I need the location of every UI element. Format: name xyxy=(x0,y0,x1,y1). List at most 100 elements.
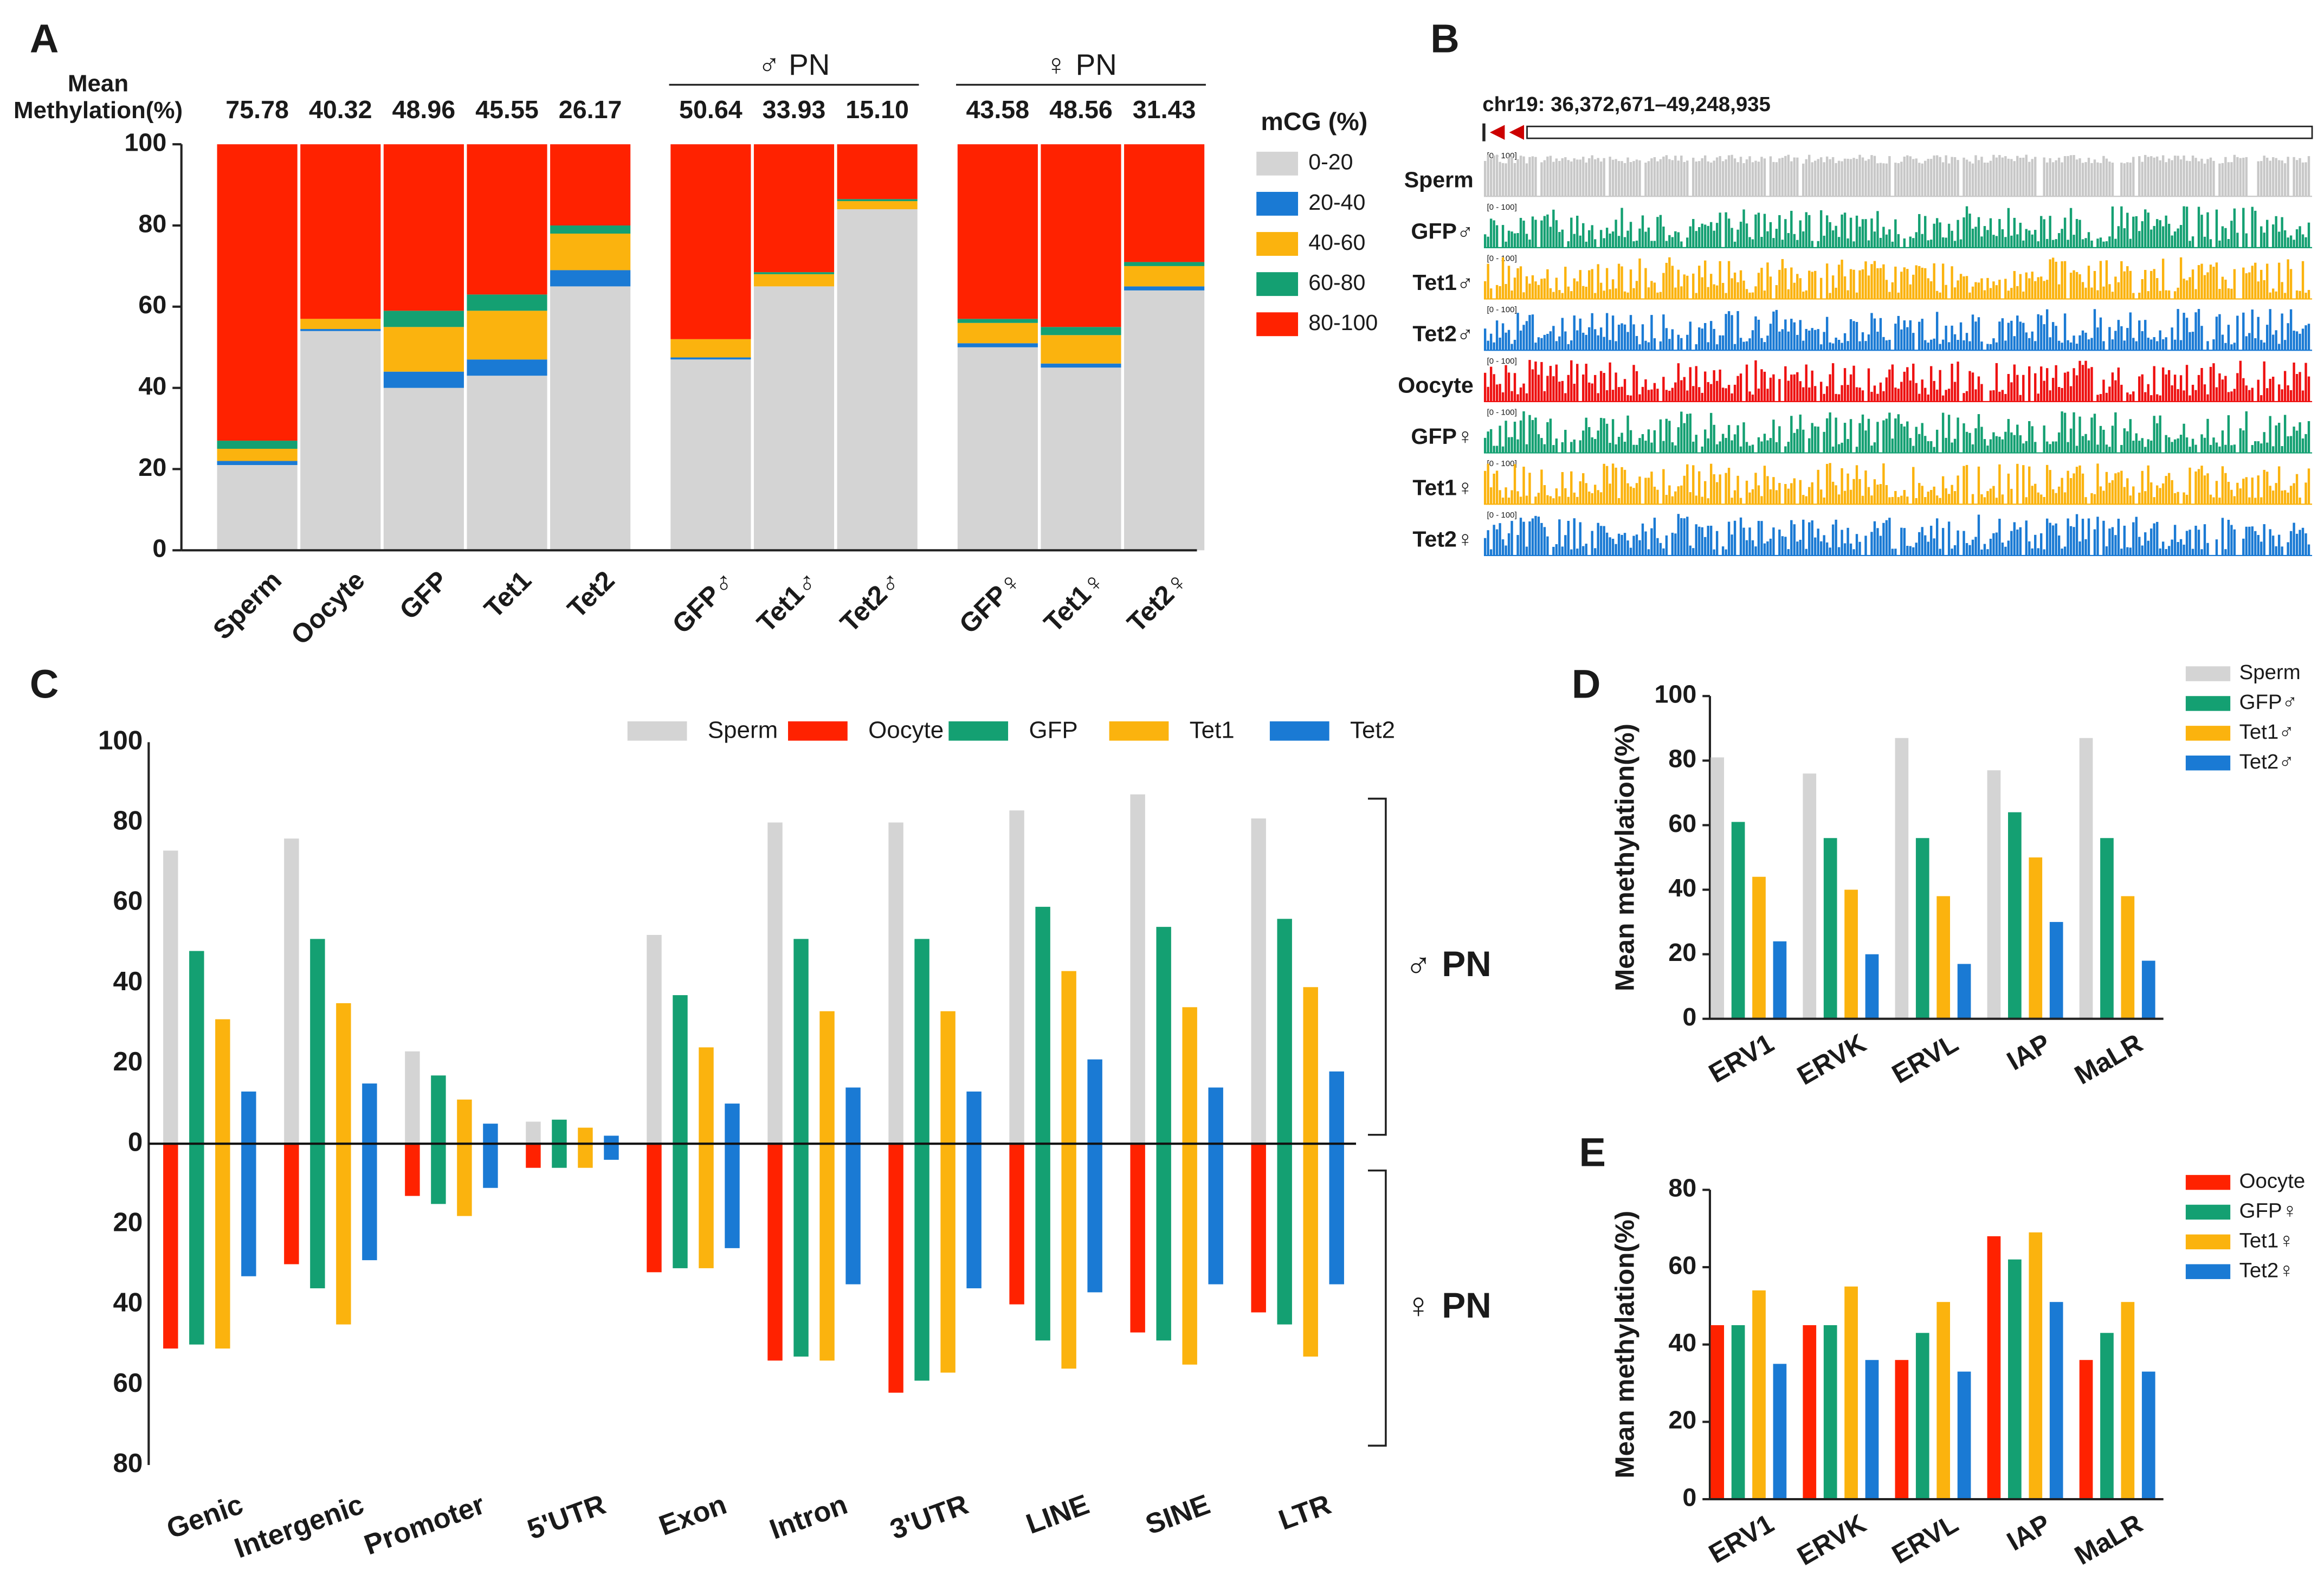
signal-bar xyxy=(1796,429,1799,453)
signal-bar xyxy=(1573,384,1576,402)
signal-bar xyxy=(1748,292,1751,299)
signal-bar xyxy=(2281,217,2283,248)
signal-bar xyxy=(2034,230,2037,248)
legend-label: Sperm xyxy=(2239,661,2301,684)
signal-bar xyxy=(1927,240,1929,248)
signal-bar xyxy=(1939,157,1941,197)
signal-bar xyxy=(1701,223,1703,248)
signal-bar xyxy=(2022,465,2025,505)
signal-bar xyxy=(2215,387,2218,402)
signal-bar xyxy=(1552,445,1555,453)
signal-bar xyxy=(1983,497,1986,505)
signal-bar xyxy=(1635,371,1638,402)
signal-bar xyxy=(2061,411,2063,453)
signal-bar xyxy=(1847,473,1849,505)
signal-bar xyxy=(2093,414,2096,453)
signal-bar xyxy=(2206,543,2209,556)
signal-bar xyxy=(2063,412,2067,453)
signal-bar xyxy=(1495,446,1499,453)
signal-bar xyxy=(2055,160,2057,197)
signal-bar xyxy=(2025,441,2028,453)
signal-bar xyxy=(1641,215,1644,248)
bar xyxy=(2141,1371,2155,1500)
signal-bar xyxy=(2260,443,2263,453)
signal-bar xyxy=(1513,163,1516,197)
signal-bar xyxy=(1668,339,1671,351)
signal-bar xyxy=(1787,380,1790,402)
signal-bar xyxy=(1951,266,1953,299)
signal-bar xyxy=(2063,313,2067,351)
signal-bar xyxy=(1802,291,1805,299)
signal-bar xyxy=(2271,446,2275,453)
signal-bar xyxy=(1876,331,1879,351)
signal-bar xyxy=(2254,498,2257,505)
signal-bar xyxy=(2275,425,2277,453)
signal-bar xyxy=(1701,527,1703,556)
signal-bar xyxy=(2108,386,2111,402)
y-tick-label: 100 xyxy=(124,128,166,157)
bar xyxy=(1251,818,1266,1144)
signal-bar xyxy=(1495,470,1499,505)
signal-bar xyxy=(2233,154,2236,197)
signal-bar xyxy=(1885,234,1888,248)
signal-bar xyxy=(1897,234,1900,248)
signal-bar xyxy=(1570,442,1573,453)
signal-bar xyxy=(1912,159,1915,197)
signal-bar xyxy=(2248,497,2251,505)
legend-swatch xyxy=(2185,696,2231,711)
signal-bar xyxy=(1549,288,1552,299)
signal-bar xyxy=(1638,540,1641,556)
signal-bar xyxy=(1888,497,1891,505)
signal-bar xyxy=(1929,281,1933,299)
signal-bar xyxy=(2251,445,2254,453)
signal-bar xyxy=(1945,325,1947,351)
signal-bar xyxy=(1540,522,1543,556)
signal-bar xyxy=(2203,524,2206,556)
signal-bar xyxy=(2177,156,2179,197)
signal-bar xyxy=(2078,416,2081,453)
signal-bar xyxy=(2055,261,2057,299)
signal-bar xyxy=(2159,160,2161,197)
signal-bar xyxy=(1983,290,1986,299)
signal-bar xyxy=(2043,157,2045,197)
signal-bar xyxy=(2078,465,2081,505)
signal-bar xyxy=(1760,496,1763,505)
signal-bar xyxy=(2129,238,2132,248)
signal-bar xyxy=(2263,342,2265,351)
bar-segment xyxy=(467,144,547,295)
signal-bar xyxy=(1760,441,1763,453)
bar xyxy=(966,1091,982,1144)
signal-bar xyxy=(1813,160,1817,197)
signal-bar xyxy=(1974,428,1977,453)
signal-bar xyxy=(1971,444,1974,453)
signal-bar xyxy=(1858,423,1861,453)
signal-bar xyxy=(1677,334,1680,351)
signal-bar xyxy=(2010,320,2013,351)
signal-bar xyxy=(1808,487,1811,505)
signal-bar xyxy=(1686,390,1689,402)
signal-bar xyxy=(1656,161,1659,197)
signal-bar xyxy=(1935,518,1939,556)
signal-bar xyxy=(1858,341,1861,351)
signal-bar xyxy=(1781,240,1784,248)
signal-bar xyxy=(1748,338,1751,351)
legend-swatch xyxy=(788,721,848,741)
signal-bar xyxy=(2090,417,2093,453)
signal-bar xyxy=(2165,215,2167,248)
signal-bar xyxy=(2301,162,2304,197)
signal-bar xyxy=(1894,163,1897,197)
signal-bar xyxy=(2167,437,2171,453)
signal-bar xyxy=(1549,418,1552,453)
signal-bar xyxy=(1576,281,1579,299)
signal-bar xyxy=(2263,280,2265,299)
signal-bar xyxy=(1525,444,1528,453)
signal-bar xyxy=(1778,530,1781,556)
mean-label: 43.58 xyxy=(966,95,1030,124)
signal-bar xyxy=(2096,327,2099,351)
bar-segment xyxy=(383,144,464,311)
signal-bar xyxy=(1849,374,1852,402)
signal-bar xyxy=(2304,434,2307,453)
signal-bar xyxy=(1929,525,1933,556)
signal-bar xyxy=(2105,260,2108,299)
signal-bar xyxy=(2144,532,2147,556)
